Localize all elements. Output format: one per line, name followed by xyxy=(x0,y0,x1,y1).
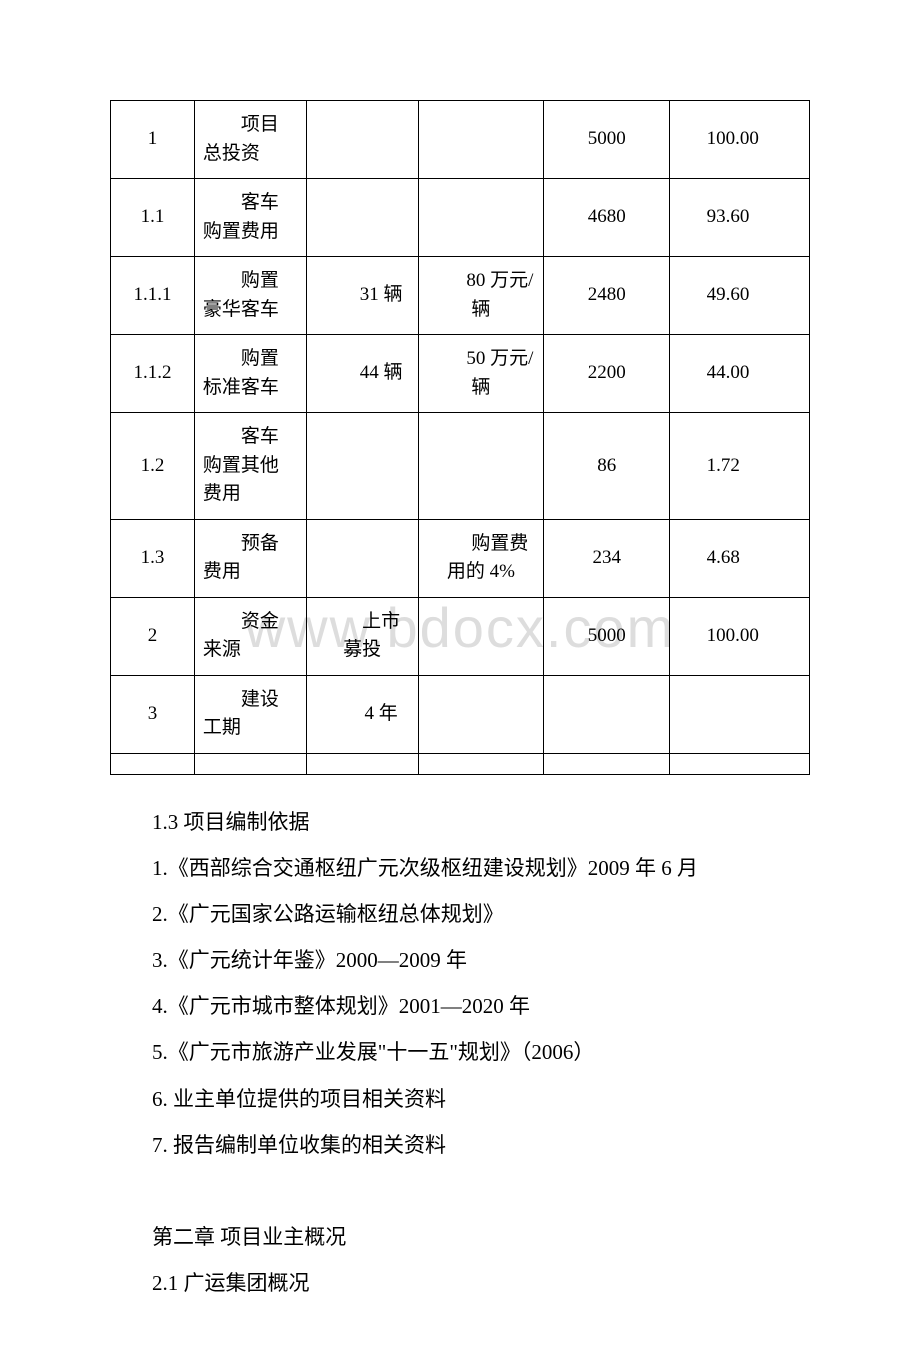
table-row xyxy=(111,753,810,774)
cell-qty: 31 辆 xyxy=(306,257,418,335)
table-row: 2 资金来源 上市募投 5000 100.00 xyxy=(111,597,810,675)
cell-item: 购置标准客车 xyxy=(194,335,306,413)
cell-pct: 4.68 xyxy=(670,519,810,597)
cell-item: 预备费用 xyxy=(194,519,306,597)
cell-amount xyxy=(544,753,670,774)
cell-unit xyxy=(418,753,544,774)
paragraph: 4.《广元市城市整体规划》2001—2020 年 xyxy=(110,983,810,1029)
cell-unit: 50 万元/辆 xyxy=(418,335,544,413)
paragraph: 1.3 项目编制依据 xyxy=(110,799,810,845)
paragraph: 7. 报告编制单位收集的相关资料 xyxy=(110,1122,810,1168)
cell-qty xyxy=(306,519,418,597)
investment-table: 1 项目总投资 5000 100.00 1.1 客车购置费用 4680 93.6… xyxy=(110,100,810,775)
cell-pct xyxy=(670,675,810,753)
paragraph: 6. 业主单位提供的项目相关资料 xyxy=(110,1076,810,1122)
table-row: 1.1 客车购置费用 4680 93.60 xyxy=(111,179,810,257)
body-content: 1.3 项目编制依据 1.《西部综合交通枢纽广元次级枢纽建设规划》2009 年 … xyxy=(110,799,810,1307)
cell-pct: 44.00 xyxy=(670,335,810,413)
cell-pct: 100.00 xyxy=(670,597,810,675)
cell-index xyxy=(111,753,195,774)
cell-qty xyxy=(306,179,418,257)
table-row: 1 项目总投资 5000 100.00 xyxy=(111,101,810,179)
cell-index: 1.1.1 xyxy=(111,257,195,335)
table-row: 1.1.2 购置标准客车 44 辆 50 万元/辆 2200 44.00 xyxy=(111,335,810,413)
table-row: 1.3 预备费用 购置费用的 4% 234 4.68 xyxy=(111,519,810,597)
cell-amount: 5000 xyxy=(544,597,670,675)
cell-unit: 购置费用的 4% xyxy=(418,519,544,597)
cell-amount: 4680 xyxy=(544,179,670,257)
cell-index: 2 xyxy=(111,597,195,675)
cell-index: 1.1.2 xyxy=(111,335,195,413)
cell-qty: 44 辆 xyxy=(306,335,418,413)
cell-pct: 93.60 xyxy=(670,179,810,257)
section-title: 2.1 广运集团概况 xyxy=(110,1260,810,1306)
cell-qty xyxy=(306,413,418,520)
cell-unit xyxy=(418,597,544,675)
cell-amount xyxy=(544,675,670,753)
cell-qty xyxy=(306,101,418,179)
table-row: 3 建设工期 4 年 xyxy=(111,675,810,753)
cell-qty: 上市募投 xyxy=(306,597,418,675)
cell-item xyxy=(194,753,306,774)
paragraph: 3.《广元统计年鉴》2000—2009 年 xyxy=(110,937,810,983)
cell-unit: 80 万元/辆 xyxy=(418,257,544,335)
cell-unit xyxy=(418,101,544,179)
cell-item: 客车购置费用 xyxy=(194,179,306,257)
cell-item: 客车购置其他费用 xyxy=(194,413,306,520)
cell-amount: 2480 xyxy=(544,257,670,335)
paragraph: 2.《广元国家公路运输枢纽总体规划》 xyxy=(110,891,810,937)
cell-pct: 49.60 xyxy=(670,257,810,335)
cell-index: 3 xyxy=(111,675,195,753)
cell-index: 1.1 xyxy=(111,179,195,257)
cell-pct: 1.72 xyxy=(670,413,810,520)
table-row: 1.1.1 购置豪华客车 31 辆 80 万元/辆 2480 49.60 xyxy=(111,257,810,335)
table-row: 1.2 客车购置其他费用 86 1.72 xyxy=(111,413,810,520)
cell-index: 1.3 xyxy=(111,519,195,597)
chapter-title: 第二章 项目业主概况 xyxy=(110,1214,810,1260)
cell-index: 1.2 xyxy=(111,413,195,520)
paragraph: 1.《西部综合交通枢纽广元次级枢纽建设规划》2009 年 6 月 xyxy=(110,845,810,891)
blank-line xyxy=(110,1168,810,1214)
cell-item: 建设工期 xyxy=(194,675,306,753)
cell-item: 资金来源 xyxy=(194,597,306,675)
cell-unit xyxy=(418,413,544,520)
cell-qty: 4 年 xyxy=(306,675,418,753)
cell-amount: 2200 xyxy=(544,335,670,413)
cell-amount: 234 xyxy=(544,519,670,597)
cell-amount: 5000 xyxy=(544,101,670,179)
cell-unit xyxy=(418,675,544,753)
cell-item: 项目总投资 xyxy=(194,101,306,179)
cell-pct: 100.00 xyxy=(670,101,810,179)
cell-unit xyxy=(418,179,544,257)
cell-index: 1 xyxy=(111,101,195,179)
paragraph: 5.《广元市旅游产业发展"十一五"规划》（2006） xyxy=(110,1029,810,1075)
cell-pct xyxy=(670,753,810,774)
cell-amount: 86 xyxy=(544,413,670,520)
document-page: 1 项目总投资 5000 100.00 1.1 客车购置费用 4680 93.6… xyxy=(0,0,920,1366)
cell-qty xyxy=(306,753,418,774)
cell-item: 购置豪华客车 xyxy=(194,257,306,335)
